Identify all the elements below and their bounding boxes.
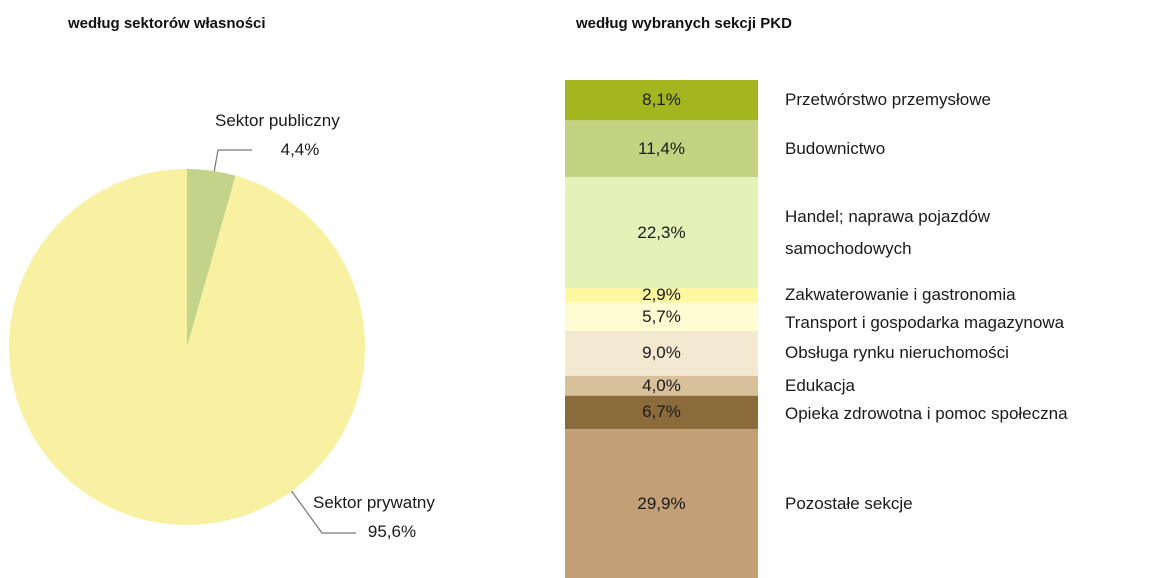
- bar-segment: [565, 302, 758, 331]
- chart-title: według sektorów własności: [68, 15, 266, 32]
- leader-line: [284, 481, 356, 534]
- slice-value-label: 95,6%: [367, 522, 417, 541]
- chart-title: według wybranych sekcji PKD: [576, 15, 792, 32]
- value-label: 29,9%: [637, 493, 686, 513]
- bar-segment: [565, 120, 758, 178]
- leader-line: [212, 149, 252, 179]
- value-label: 6,7%: [642, 402, 681, 422]
- legend-label: Pozostałe sekcje: [785, 493, 913, 513]
- bar-segment: [565, 375, 758, 396]
- legend-label: Transport i gospodarka magazynowa: [785, 313, 1065, 333]
- value-label: 11,4%: [638, 138, 685, 158]
- legend-label: Zakwaterowanie i gastronomia: [785, 285, 1016, 305]
- bar-segment: [565, 395, 758, 430]
- value-label: 4,0%: [642, 375, 681, 395]
- slice-label: Sektor prywatny: [313, 493, 435, 512]
- bar-segment: [565, 429, 758, 578]
- legend-label: Przetwórstwo przemysłowe: [785, 90, 991, 110]
- pie-slice: [8, 169, 366, 525]
- value-label: 9,0%: [642, 343, 681, 363]
- value-label: 8,1%: [642, 90, 681, 110]
- legend-label: Obsługa rynku nieruchomości: [785, 343, 1009, 363]
- legend-label: Handel; naprawa pojazdów samochodowych: [785, 206, 991, 258]
- bar-segment: [565, 288, 758, 303]
- bar-segment: [565, 177, 758, 289]
- legend-label: Budownictwo: [785, 138, 886, 158]
- pie-slice: [187, 169, 236, 347]
- bar-segment: [565, 80, 758, 121]
- legend-label: Edukacja: [785, 375, 855, 395]
- value-label: 22,3%: [637, 222, 686, 242]
- legend-label: Opieka zdrowotna i pomoc społeczna: [785, 403, 1068, 423]
- bar-segment: [565, 330, 758, 376]
- slice-label: Sektor publiczny: [215, 111, 340, 130]
- value-label: 2,9%: [642, 285, 681, 305]
- value-label: 5,7%: [642, 306, 681, 326]
- slice-value-label: 4,4%: [280, 140, 320, 159]
